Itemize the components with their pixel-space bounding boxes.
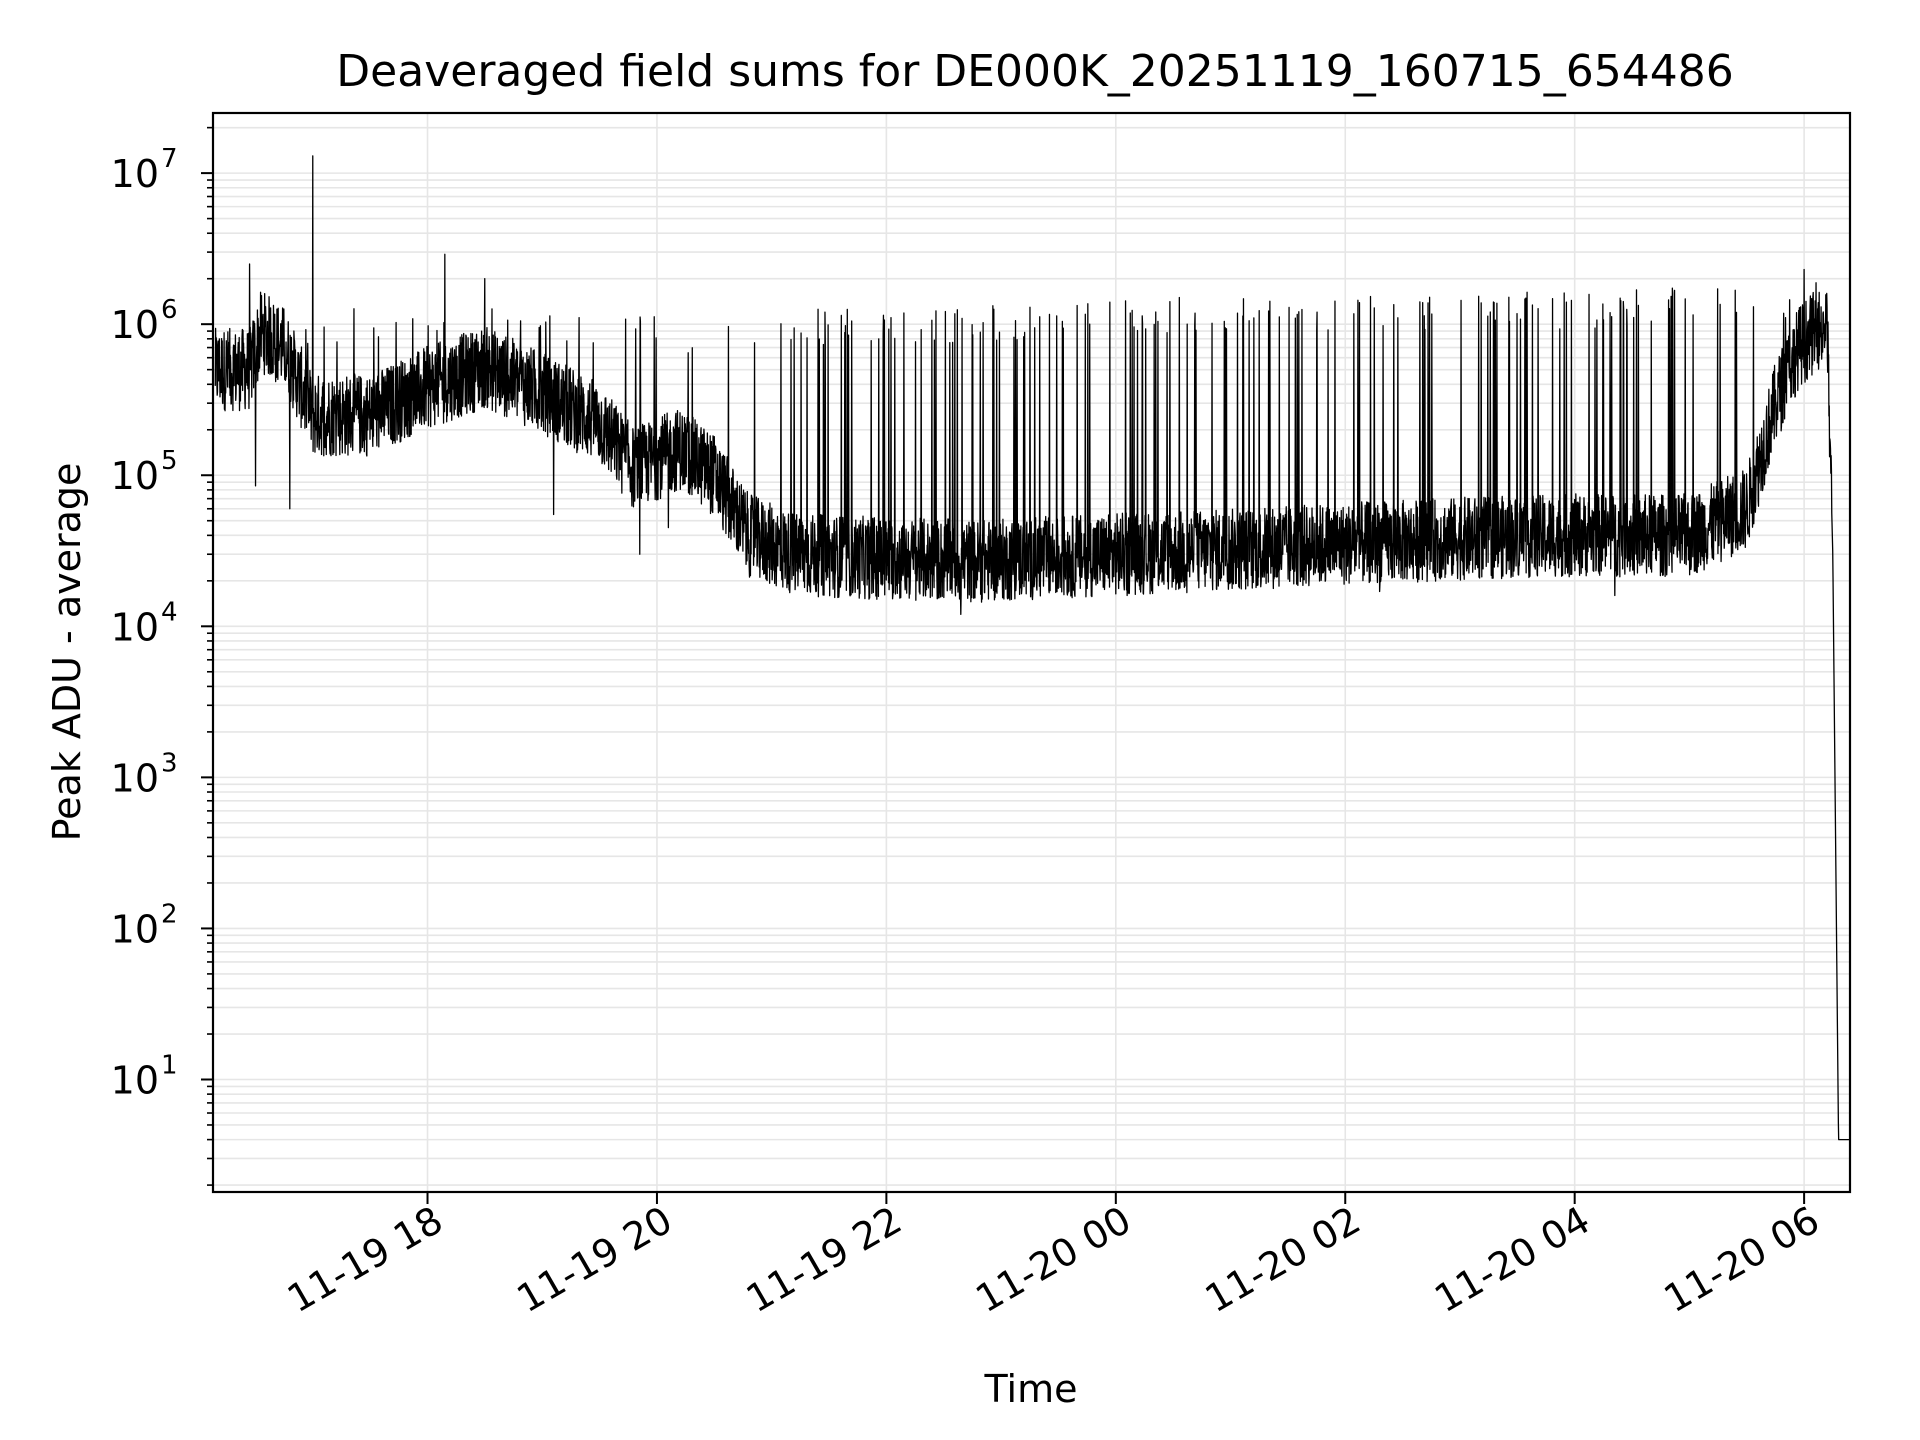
y-tick-exponent: 3: [161, 748, 178, 778]
y-tick-label: 10: [111, 303, 159, 347]
y-tick-exponent: 2: [161, 899, 178, 929]
y-tick-exponent: 4: [161, 597, 178, 627]
y-tick-base: 10: [111, 605, 159, 649]
y-tick-exponent: 6: [161, 295, 178, 325]
y-tick-label: 10: [111, 454, 159, 498]
y-tick-base: 10: [111, 756, 159, 800]
chart-title: Deaveraged field sums for DE000K_2025111…: [336, 46, 1733, 97]
y-tick-base: 10: [111, 1058, 159, 1102]
series-line: [214, 155, 1851, 1141]
y-tick-label: 10: [111, 152, 159, 196]
y-tick-label: 10: [111, 907, 159, 951]
y-tick-label: 10: [111, 605, 159, 649]
y-tick-exponent: 1: [161, 1050, 178, 1080]
y-tick-exponent: 7: [161, 144, 178, 174]
y-tick-label: 10: [111, 756, 159, 800]
data-series: [214, 155, 1851, 1141]
y-tick-base: 10: [111, 303, 159, 347]
y-tick-exponent: 5: [161, 446, 178, 476]
x-axis-label: Time: [984, 1367, 1078, 1411]
y-tick-label: 10: [111, 1058, 159, 1102]
plot-frame: [211, 111, 1852, 1194]
y-tick-base: 10: [111, 907, 159, 951]
y-tick-base: 10: [111, 454, 159, 498]
y-tick-base: 10: [111, 152, 159, 196]
y-axis-label: Peak ADU - average: [45, 463, 89, 842]
